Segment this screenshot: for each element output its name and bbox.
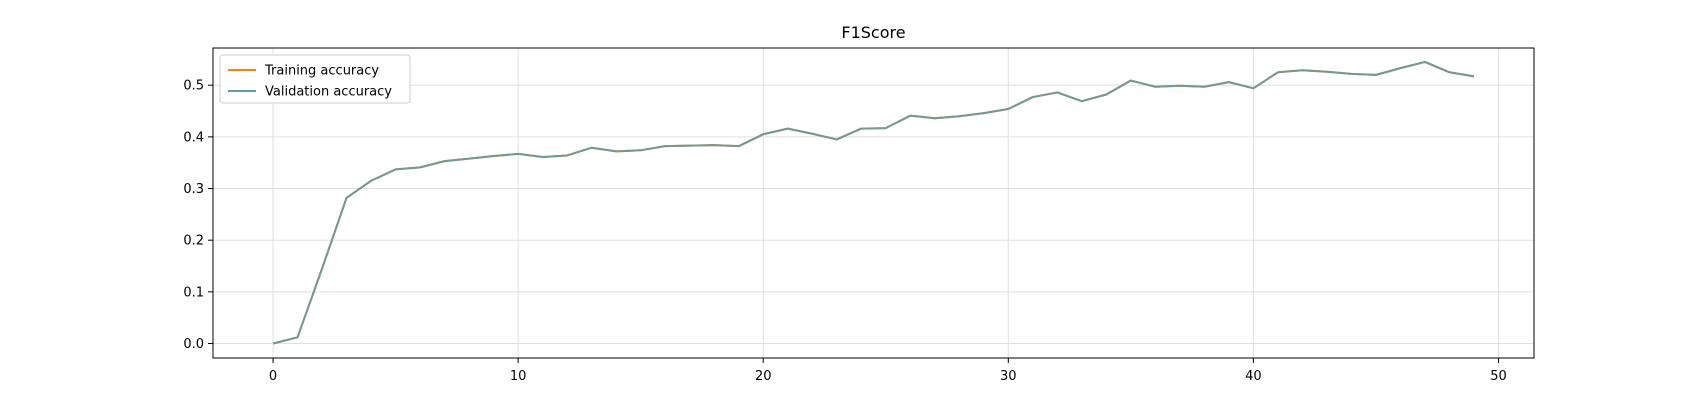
x-tick-label: 0: [269, 369, 277, 384]
legend-label: Training accuracy: [264, 64, 379, 79]
data-point-1-8: [468, 158, 470, 160]
x-tick-label: 10: [510, 369, 527, 384]
data-point-1-6: [419, 167, 421, 169]
data-point-1-39: [1228, 81, 1230, 83]
data-point-1-33: [1081, 100, 1083, 102]
y-tick-label: 0.3: [183, 182, 204, 197]
x-tick-label: 50: [1490, 369, 1507, 384]
data-point-1-23: [836, 139, 838, 141]
data-point-1-26: [909, 115, 911, 117]
y-axis: 0.0 0.1 0.2 0.3 0.4 0.5: [183, 79, 213, 352]
data-point-1-20: [762, 133, 764, 135]
data-point-1-14: [615, 151, 617, 153]
series-line-validation-accuracy: [272, 60, 1475, 345]
chart-title: F1Score: [841, 23, 905, 42]
data-point-1-24: [860, 128, 862, 130]
x-tick-label: 20: [755, 369, 772, 384]
data-point-1-34: [1106, 94, 1108, 96]
x-axis: 0 10 20 30 40 50: [269, 358, 1507, 384]
data-point-1-40: [1253, 88, 1255, 90]
data-point-1-3: [346, 197, 348, 199]
data-point-1-5: [395, 169, 397, 171]
y-tick-label: 0.0: [183, 337, 204, 352]
data-point-1-1: [297, 337, 299, 339]
data-point-1-35: [1130, 80, 1132, 82]
data-point-1-32: [1057, 92, 1059, 94]
data-point-1-25: [885, 127, 887, 129]
data-point-1-29: [983, 112, 985, 114]
data-point-1-27: [934, 117, 936, 119]
data-point-1-46: [1400, 67, 1402, 69]
data-point-1-21: [787, 128, 789, 130]
data-point-1-2: [321, 268, 323, 270]
y-tick-label: 0.5: [183, 79, 204, 94]
data-point-1-42: [1302, 69, 1304, 71]
x-tick-label: 40: [1245, 369, 1262, 384]
data-point-1-18: [713, 144, 715, 146]
y-tick-label: 0.1: [183, 285, 204, 300]
data-point-1-30: [1007, 108, 1009, 110]
data-point-1-13: [591, 147, 593, 149]
data-point-1-12: [566, 155, 568, 157]
data-point-1-15: [640, 150, 642, 152]
data-point-1-41: [1277, 71, 1279, 73]
data-point-1-19: [738, 145, 740, 147]
data-point-1-49: [1473, 76, 1475, 78]
data-point-1-7: [444, 160, 446, 162]
legend-box: [219, 54, 411, 104]
data-point-1-37: [1179, 85, 1181, 87]
legend: Training accuracy Validation accuracy: [219, 54, 411, 104]
data-point-1-47: [1424, 61, 1426, 63]
data-point-1-45: [1375, 74, 1377, 76]
data-point-1-38: [1204, 86, 1206, 88]
data-point-1-10: [517, 153, 519, 155]
y-tick-label: 0.2: [183, 234, 204, 249]
data-point-1-4: [370, 180, 372, 182]
data-point-1-17: [689, 145, 691, 147]
data-point-1-0: [272, 343, 274, 345]
plot-frame: [212, 47, 1535, 359]
x-tick-label: 30: [1000, 369, 1017, 384]
data-point-1-48: [1449, 71, 1451, 73]
data-point-1-28: [958, 115, 960, 117]
data-point-1-43: [1326, 71, 1328, 73]
grid-layer: [213, 48, 1534, 358]
data-point-1-31: [1032, 96, 1034, 98]
legend-label: Validation accuracy: [265, 85, 392, 100]
y-tick-label: 0.4: [183, 130, 204, 145]
data-point-1-16: [664, 145, 666, 147]
data-point-1-36: [1155, 86, 1157, 88]
data-point-1-9: [493, 155, 495, 157]
data-point-1-11: [542, 156, 544, 158]
data-point-1-44: [1351, 73, 1353, 75]
data-point-1-22: [811, 133, 813, 135]
lines-layer: [272, 60, 1475, 345]
